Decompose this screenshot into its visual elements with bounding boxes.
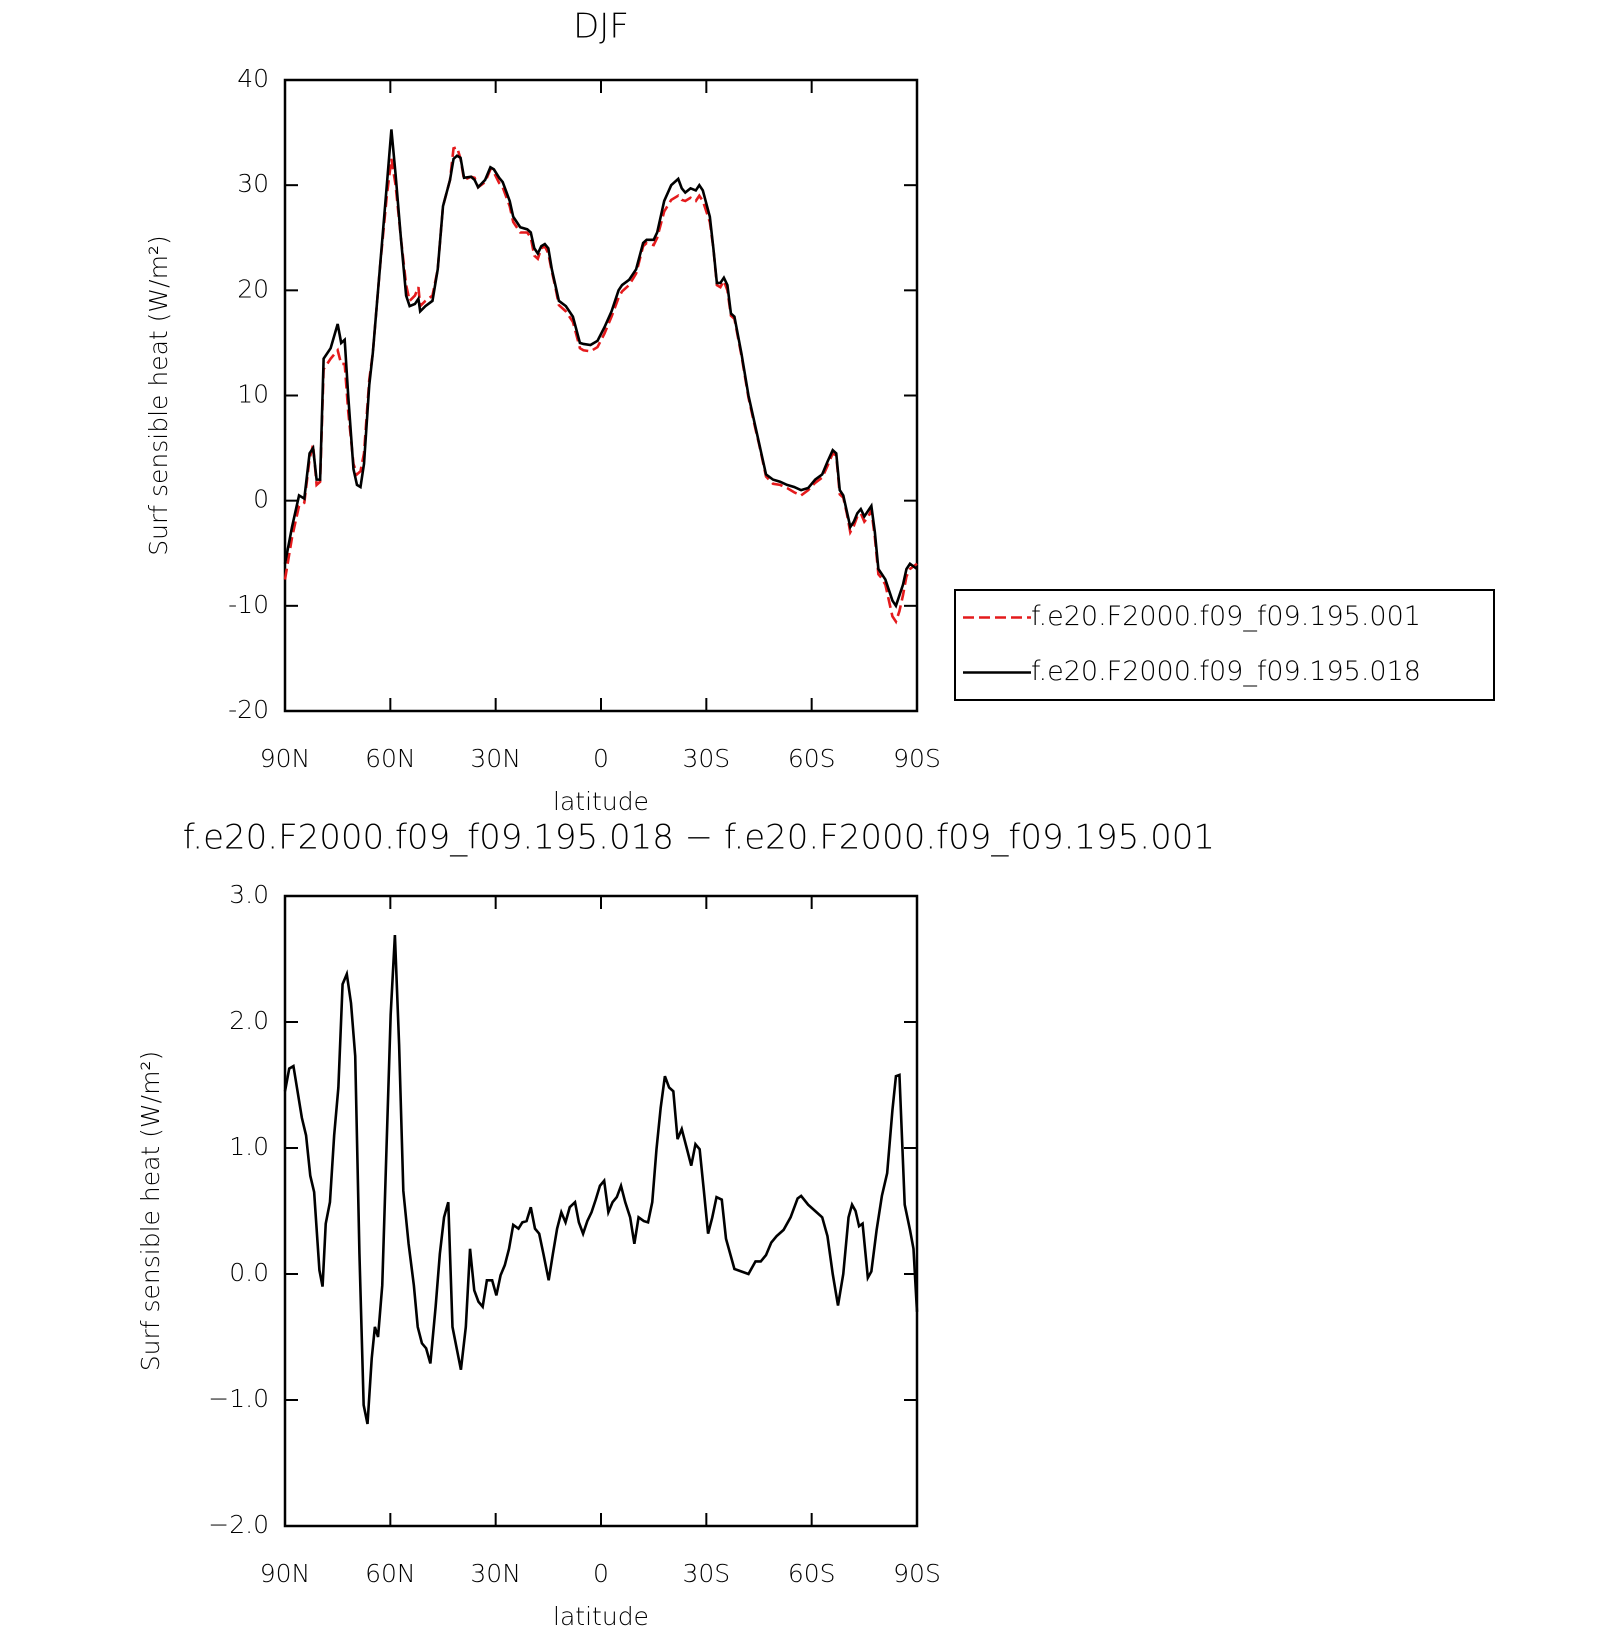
x-tick-label: 60N — [365, 1559, 416, 1588]
legend-box — [954, 589, 1495, 701]
y-tick-label: 1.0 — [229, 1132, 269, 1161]
plot: DJF -20 -10 0 10 20 30 40 90N 60N 30N 0 30S 60S 90S lat… — [144, 7, 1495, 816]
x-tick-label: 60S — [788, 1559, 836, 1588]
y-tick-label: 0 — [253, 485, 269, 514]
y-axis-label: Surf sensible heat (W/m²) — [144, 235, 173, 555]
x-tick-label: 30N — [470, 744, 521, 773]
y-tick-label: 10 — [237, 380, 269, 409]
x-tick-label: 90S — [893, 744, 941, 773]
x-tick-label: 90N — [260, 1559, 311, 1588]
y-tick-label: 30 — [237, 169, 269, 198]
chart-title: f.e20.F2000.f09_f09.195.018 − f.e20.F200… — [183, 818, 1215, 858]
x-axis-label: latitude — [553, 1602, 649, 1631]
legend-label: f.e20.F2000.f09_f09.195.001 — [1031, 601, 1421, 632]
x-tick-label: 30S — [682, 1559, 730, 1588]
y-tick-label: -10 — [228, 590, 269, 619]
x-tick-label: 60S — [788, 744, 836, 773]
y-tick-label: 2.0 — [229, 1006, 269, 1035]
y-tick-label: −1.0 — [208, 1384, 269, 1413]
x-tick-label: 30S — [682, 744, 730, 773]
x-tick-label: 90S — [893, 1559, 941, 1588]
y-tick-label: 20 — [237, 274, 269, 303]
y-tick-label: −2.0 — [208, 1510, 269, 1539]
legend-label: f.e20.F2000.f09_f09.195.018 — [1031, 656, 1421, 687]
plot: f.e20.F2000.f09_f09.195.018 − f.e20.F200… — [136, 818, 1215, 1632]
x-tick-label: 30N — [470, 1559, 521, 1588]
chart-title: DJF — [573, 7, 629, 47]
x-tick-label: 60N — [365, 744, 416, 773]
data-line — [283, 934, 919, 1425]
x-tick-label: 90N — [260, 744, 311, 773]
x-tick-label: 0 — [593, 1559, 609, 1588]
data-line — [283, 129, 918, 609]
y-tick-label: 40 — [237, 64, 269, 93]
x-axis-label: latitude — [553, 787, 649, 816]
y-tick-label: 3.0 — [229, 880, 269, 909]
plot-frame — [283, 78, 919, 713]
plot-frame — [283, 894, 919, 1528]
y-tick-label: -20 — [228, 695, 269, 724]
data-line — [283, 145, 918, 625]
y-tick-label: 0.0 — [229, 1258, 269, 1287]
y-axis-label: Surf sensible heat (W/m²) — [136, 1051, 165, 1371]
x-tick-label: 0 — [593, 744, 609, 773]
